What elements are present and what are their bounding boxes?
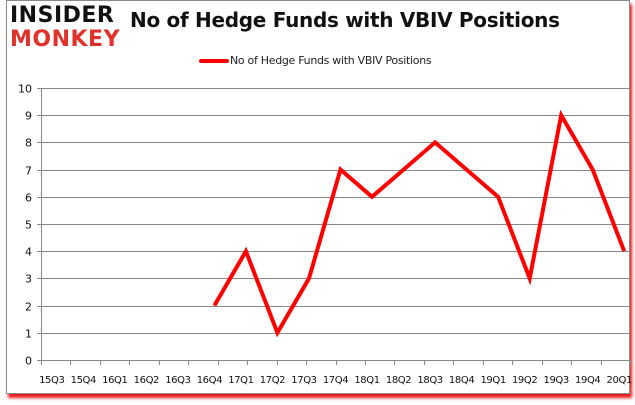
x-tick-label: 15Q3 xyxy=(39,375,64,386)
x-tick-label: 19Q1 xyxy=(480,375,505,386)
series-line xyxy=(212,109,627,338)
chart-legend: No of Hedge Funds with VBIV Positions xyxy=(199,54,432,67)
x-tick-label: 18Q3 xyxy=(417,375,442,386)
y-tick-label: 8 xyxy=(25,137,32,150)
logo-line-2: MONKEY xyxy=(10,27,121,52)
y-tick-label: 4 xyxy=(25,246,32,259)
y-tick-label: 3 xyxy=(25,273,32,286)
x-tick-label: 16Q3 xyxy=(165,375,190,386)
y-tick-label: 0 xyxy=(25,355,32,368)
axes xyxy=(41,88,631,365)
x-tick-label: 17Q1 xyxy=(228,375,253,386)
y-tick-label: 9 xyxy=(25,110,32,123)
x-tick-label: 19Q4 xyxy=(575,375,600,386)
x-tick-label: 18Q2 xyxy=(386,375,411,386)
y-tick-label: 6 xyxy=(25,192,32,205)
x-tick-label: 19Q3 xyxy=(544,375,569,386)
insider-monkey-logo: INSIDER MONKEY xyxy=(10,5,120,51)
y-tick-label: 7 xyxy=(25,165,32,178)
y-tick-label: 2 xyxy=(25,301,32,314)
x-tick-label: 16Q4 xyxy=(197,375,222,386)
x-tick-label: 17Q3 xyxy=(291,375,316,386)
y-tick-label: 1 xyxy=(25,328,32,341)
x-tick-label: 16Q1 xyxy=(102,375,127,386)
legend-line-swatch-icon xyxy=(199,58,229,63)
logo-line-1: INSIDER xyxy=(10,3,115,28)
x-tick-label: 16Q2 xyxy=(134,375,159,386)
x-axis-tick-labels: 15Q3 15Q4 16Q1 16Q2 16Q3 16Q4 17Q1 17Q2 17Q3 17Q4… xyxy=(39,375,632,386)
chart-title: No of Hedge Funds with VBIV Positions xyxy=(130,8,560,32)
x-tick-label: 17Q4 xyxy=(323,375,348,386)
x-tick-label: 19Q2 xyxy=(512,375,537,386)
x-tick-label: 18Q4 xyxy=(449,375,474,386)
x-tick-label: 20Q1 xyxy=(607,375,632,386)
y-axis-tick-labels: 0 1 2 3 4 5 6 7 8 9 10 xyxy=(18,83,32,368)
x-tick-label: 15Q4 xyxy=(71,375,96,386)
legend-label: No of Hedge Funds with VBIV Positions xyxy=(230,54,432,67)
x-tick-label: 18Q1 xyxy=(354,375,379,386)
y-tick-label: 5 xyxy=(25,219,32,232)
y-tick-label: 10 xyxy=(18,83,32,96)
x-tick-label: 17Q2 xyxy=(260,375,285,386)
